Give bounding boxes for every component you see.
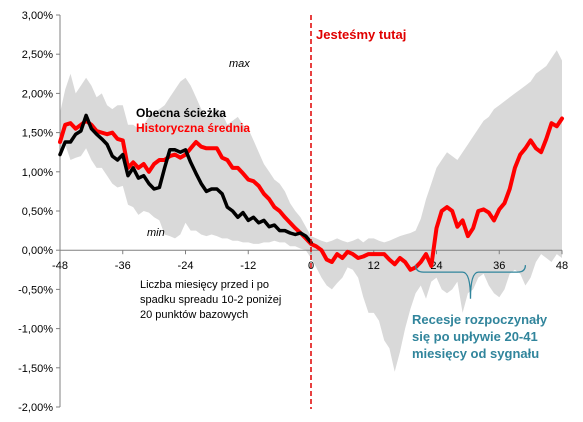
legend-historical: Historyczna średnia xyxy=(136,121,250,135)
y-tick-label: 1,50% xyxy=(22,128,53,140)
now-label: Jesteśmy tutaj xyxy=(316,27,406,42)
xaxis-desc-line2: spadku spreadu 10-2 poniżej xyxy=(140,294,281,306)
recession-text-line2: się po upływie 20-41 xyxy=(412,329,538,344)
xaxis-desc-line1: Liczba miesięcy przed i po xyxy=(140,279,269,291)
legend-current: Obecna ścieżka xyxy=(136,106,226,120)
x-tick-label: -36 xyxy=(115,260,131,272)
recession-text-line1: Recesje rozpoczynały xyxy=(412,312,548,327)
band-area xyxy=(60,50,562,372)
min-max-band xyxy=(60,50,562,372)
y-tick-label: 2,00% xyxy=(22,88,53,100)
y-tick-label: -0,50% xyxy=(18,284,53,296)
y-tick-label: -2,00% xyxy=(18,402,53,414)
x-tick-label: 36 xyxy=(493,260,505,272)
x-tick-label: -24 xyxy=(178,260,194,272)
xaxis-desc-line3: 20 punktów bazowych xyxy=(140,309,248,321)
y-tick-label: -1,00% xyxy=(18,324,53,336)
y-tick-label: 0,50% xyxy=(22,206,53,218)
axes: 3,00% 2,50% 2,00% 1,50% 1,00% 0,50% 0,00% -0,50… xyxy=(18,10,568,414)
y-tick-label: 3,00% xyxy=(22,10,53,22)
x-tick-label: -48 xyxy=(52,260,68,272)
y-tick-label: 2,50% xyxy=(22,49,53,61)
recession-brace xyxy=(414,265,527,299)
y-tick-label: 1,00% xyxy=(22,167,53,179)
x-tick-label: 12 xyxy=(368,260,380,272)
x-tick-label: 48 xyxy=(556,260,568,272)
recession-text-line3: miesięcy od sygnału xyxy=(412,346,539,361)
y-tick-label: -1,50% xyxy=(18,363,53,375)
y-tick-label: 0,00% xyxy=(22,245,53,257)
current-series-line xyxy=(58,113,313,245)
max-label: max xyxy=(229,58,250,70)
x-tick-label: -12 xyxy=(240,260,256,272)
min-label: min xyxy=(147,227,165,239)
